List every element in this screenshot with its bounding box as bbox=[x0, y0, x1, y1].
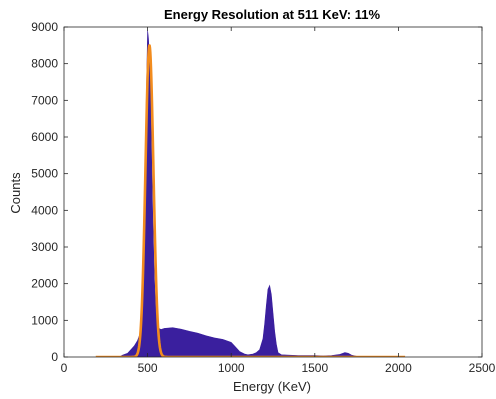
x-tick-label: 1000 bbox=[218, 361, 245, 375]
x-axis-label: Energy (KeV) bbox=[233, 379, 311, 394]
y-axis-label: Counts bbox=[8, 172, 23, 214]
y-tick-label: 5000 bbox=[31, 167, 58, 181]
y-tick-label: 4000 bbox=[31, 203, 58, 217]
axes-box bbox=[63, 26, 483, 358]
chart-title: Energy Resolution at 511 KeV: 11% bbox=[164, 7, 380, 22]
y-tick-label: 2000 bbox=[31, 277, 58, 291]
y-tick-label: 7000 bbox=[31, 93, 58, 107]
y-tick-label: 0 bbox=[51, 350, 58, 364]
x-tick-label: 2500 bbox=[469, 361, 496, 375]
y-tick-label: 9000 bbox=[31, 20, 58, 34]
x-tick-label: 500 bbox=[138, 361, 158, 375]
y-tick-label: 3000 bbox=[31, 240, 58, 254]
gaussian-fit-line bbox=[94, 44, 407, 357]
axes: 0 500 1000 1500 2000 2500 0 1000 2000 3000 4000 500… bbox=[31, 20, 495, 375]
histogram-series bbox=[119, 30, 399, 357]
y-tick-label: 1000 bbox=[31, 313, 58, 327]
y-tick-label: 6000 bbox=[31, 130, 58, 144]
x-tick-label: 1500 bbox=[301, 361, 328, 375]
plot-area bbox=[94, 30, 407, 357]
x-tick-label: 0 bbox=[61, 361, 68, 375]
x-tick-label: 2000 bbox=[385, 361, 412, 375]
y-tick-label: 8000 bbox=[31, 57, 58, 71]
